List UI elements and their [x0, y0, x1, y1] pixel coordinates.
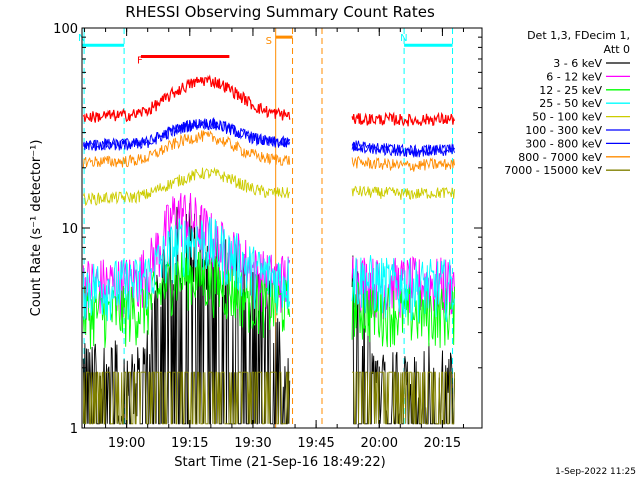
legend-label-0: 3 - 6 keV	[553, 57, 602, 70]
legend-label-3: 25 - 50 keV	[539, 97, 602, 110]
series-line-3	[82, 217, 455, 323]
legend-header-0: Det 1,3, FDecim 1,	[527, 29, 630, 42]
x-tick-label-0: 19:00	[108, 436, 145, 451]
series-line-7	[82, 130, 455, 172]
plot-frame	[81, 27, 483, 429]
flag-label-1: N	[400, 33, 407, 44]
x-tick-label-3: 19:45	[297, 436, 334, 451]
series-line-4	[82, 166, 455, 207]
series-line-6	[82, 116, 455, 159]
y-tick-label-2: 100	[53, 22, 78, 37]
legend-label-6: 300 - 800 keV	[525, 137, 602, 150]
legend-label-1: 6 - 12 keV	[546, 70, 602, 83]
series-line-9	[82, 74, 456, 127]
x-tick-label-4: 20:00	[361, 436, 398, 451]
legend-label-5: 100 - 300 keV	[525, 124, 602, 137]
y-axis-label: Count Rate (s⁻¹ detector⁻¹)	[29, 140, 44, 317]
legend-label-2: 12 - 25 keV	[539, 84, 602, 97]
footer-timestamp: 1-Sep-2022 11:25	[555, 467, 636, 477]
x-tick-label-2: 19:30	[234, 436, 271, 451]
flag-label-2: F	[137, 56, 143, 67]
chart-title: RHESSI Observing Summary Count Rates	[125, 3, 435, 21]
y-tick-label-1: 10	[61, 222, 78, 237]
x-axis-label: Start Time (21-Sep-16 18:49:22)	[174, 455, 385, 470]
legend-label-4: 50 - 100 keV	[532, 111, 602, 124]
legend-label-7: 800 - 7000 keV	[518, 151, 602, 164]
series-line-8	[82, 371, 455, 425]
y-tick-label-0: 1	[70, 422, 78, 437]
x-tick-label-1: 19:15	[171, 436, 208, 451]
legend-label-8: 7000 - 15000 keV	[504, 164, 602, 177]
plot-area: N NFS	[78, 28, 456, 428]
axes: 1 10 100 19:00 19:15 19:30 19:45 20:00 20:15	[53, 22, 483, 451]
legend-header-1: Att 0	[604, 43, 630, 56]
flag-label-3: S	[266, 36, 272, 47]
x-tick-label-5: 20:15	[424, 436, 461, 451]
